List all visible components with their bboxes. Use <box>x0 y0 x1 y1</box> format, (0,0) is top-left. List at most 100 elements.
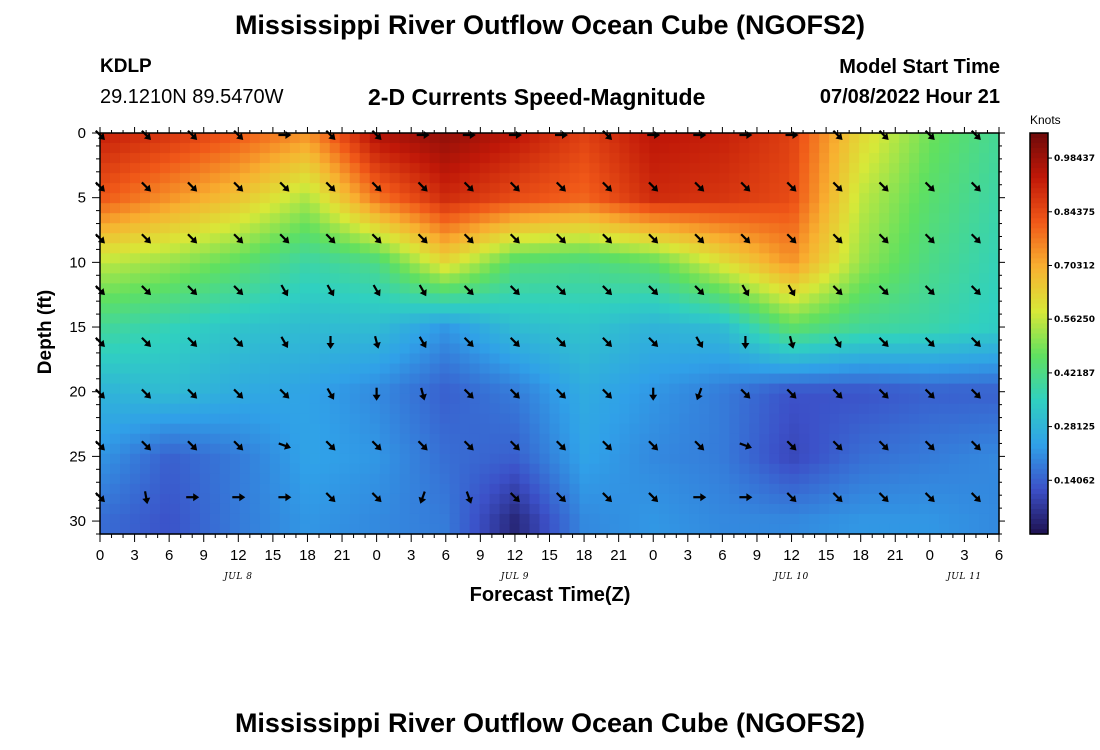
heatmap-cell <box>399 293 411 305</box>
heatmap-cell <box>859 243 870 254</box>
heatmap-cell <box>629 483 640 495</box>
heatmap-cell <box>509 133 521 144</box>
heatmap-cell <box>729 503 740 515</box>
heatmap-cell <box>499 203 511 214</box>
heatmap-cell <box>329 403 341 415</box>
heatmap-cell <box>459 423 471 435</box>
heatmap-cell <box>419 293 431 305</box>
heatmap-cell <box>499 193 511 204</box>
heatmap-cell <box>809 193 820 204</box>
heatmap-cell <box>369 363 381 375</box>
heatmap-cell <box>749 363 760 375</box>
heatmap-cell <box>100 153 111 164</box>
heatmap-cell <box>159 193 171 204</box>
heatmap-cell <box>409 423 421 435</box>
heatmap-cell <box>949 233 960 244</box>
heatmap-cell <box>179 243 191 254</box>
heatmap-cell <box>939 333 950 345</box>
arrow-head <box>881 391 889 399</box>
heatmap-cell <box>889 303 900 315</box>
heatmap-cell <box>949 143 960 154</box>
heatmap-cell <box>579 343 591 355</box>
heatmap-cell <box>489 473 501 485</box>
heatmap-cell <box>359 293 371 305</box>
heatmap-cell <box>579 393 591 405</box>
heatmap-cell <box>289 353 301 365</box>
current-arrow <box>878 285 889 296</box>
heatmap-cell <box>419 173 431 184</box>
heatmap-cell <box>889 183 900 194</box>
heatmap-cell <box>809 233 820 244</box>
heatmap-cell <box>789 203 800 214</box>
arrow-head <box>696 340 704 349</box>
heatmap-cell <box>569 423 581 435</box>
heatmap-cell <box>449 493 461 505</box>
heatmap-cell <box>649 273 660 284</box>
heatmap-cell <box>119 463 131 475</box>
heatmap-cell <box>649 523 660 535</box>
heatmap-cell <box>789 473 800 485</box>
heatmap-cell <box>609 343 621 355</box>
heatmap-cell <box>879 363 890 375</box>
heatmap-cell <box>809 303 820 315</box>
heatmap-cell <box>569 443 581 455</box>
chart-subtitle: 2-D Currents Speed-Magnitude <box>368 84 706 110</box>
heatmap-cell <box>559 303 571 315</box>
heatmap-cell <box>269 293 281 305</box>
heatmap-cell <box>779 343 790 355</box>
heatmap-cell <box>929 353 940 365</box>
heatmap-cell <box>689 313 700 325</box>
heatmap-cell <box>349 253 361 264</box>
heatmap-cell <box>309 363 321 375</box>
heatmap-cell <box>649 313 660 325</box>
heatmap-cell <box>689 393 700 405</box>
heatmap-cell <box>739 523 750 535</box>
heatmap-cell <box>839 483 850 495</box>
heatmap-cell <box>869 183 880 194</box>
heatmap-cell <box>239 263 251 274</box>
heatmap-cell <box>269 253 281 264</box>
heatmap-cell <box>159 223 171 234</box>
heatmap-cell <box>419 163 431 174</box>
heatmap-cell <box>329 473 341 485</box>
heatmap-cell <box>269 313 281 325</box>
heatmap-cell <box>209 383 221 395</box>
heatmap-cell <box>799 253 810 264</box>
heatmap-cell <box>189 163 201 174</box>
heatmap-cell <box>599 263 611 274</box>
heatmap-cell <box>849 243 860 254</box>
heatmap-cell <box>429 483 441 495</box>
heatmap-cell <box>739 163 750 174</box>
heatmap-cell <box>679 263 690 274</box>
heatmap-cell <box>829 143 840 154</box>
heatmap-cell <box>839 133 850 144</box>
heatmap-cell <box>859 433 870 445</box>
heatmap-cell <box>239 203 251 214</box>
heatmap-cell <box>949 353 960 365</box>
heatmap-cell <box>409 383 421 395</box>
current-arrow <box>371 181 382 192</box>
heatmap-cell <box>509 173 521 184</box>
heatmap-cell <box>879 293 890 305</box>
heatmap-cell <box>769 143 780 154</box>
heatmap-cell <box>129 363 141 375</box>
arrow-head <box>835 236 843 244</box>
heatmap-cell <box>669 513 680 525</box>
heatmap-cell <box>919 163 930 174</box>
heatmap-cell <box>209 283 221 295</box>
heatmap-cell <box>299 353 311 365</box>
heatmap-cell <box>489 453 501 465</box>
arrow-head <box>328 495 336 503</box>
heatmap-cell <box>209 233 221 244</box>
heatmap-cell <box>689 353 700 365</box>
heatmap-cell <box>539 363 551 375</box>
heatmap-cell <box>879 333 890 345</box>
heatmap-cell <box>609 253 621 264</box>
heatmap-cell <box>469 203 481 214</box>
heatmap-cell <box>129 333 141 345</box>
heatmap-cell <box>249 513 261 525</box>
heatmap-cell <box>689 433 700 445</box>
heatmap-cell <box>100 353 111 365</box>
heatmap-cell <box>169 393 181 405</box>
current-arrow <box>786 388 797 399</box>
